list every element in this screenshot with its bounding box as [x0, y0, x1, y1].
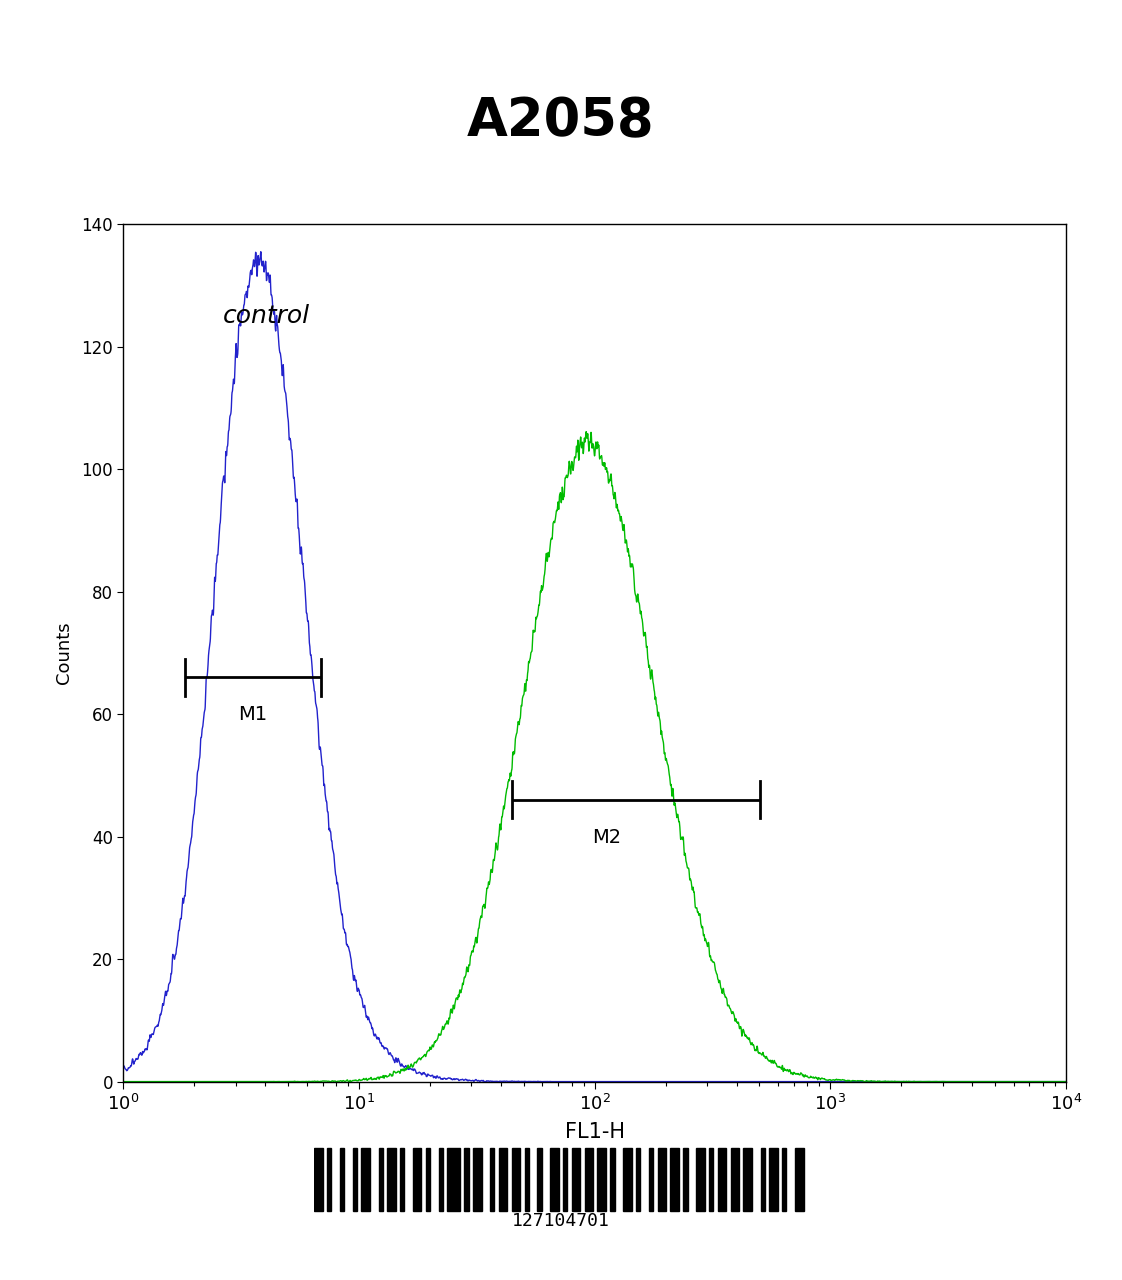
- Text: M1: M1: [239, 705, 267, 724]
- Bar: [448, 1148, 460, 1211]
- Bar: [730, 1148, 739, 1211]
- Bar: [401, 1148, 404, 1211]
- Bar: [649, 1148, 653, 1211]
- Bar: [490, 1148, 495, 1211]
- Bar: [473, 1148, 481, 1211]
- Bar: [636, 1148, 641, 1211]
- Bar: [610, 1148, 615, 1211]
- X-axis label: FL1-H: FL1-H: [564, 1121, 625, 1142]
- Bar: [439, 1148, 443, 1211]
- Bar: [657, 1148, 666, 1211]
- Bar: [550, 1148, 559, 1211]
- Text: M2: M2: [592, 828, 620, 846]
- Bar: [770, 1148, 778, 1211]
- Bar: [340, 1148, 344, 1211]
- Bar: [425, 1148, 430, 1211]
- Bar: [697, 1148, 705, 1211]
- Bar: [387, 1148, 396, 1211]
- Bar: [623, 1148, 632, 1211]
- Bar: [671, 1148, 679, 1211]
- Text: A2058: A2058: [467, 96, 655, 147]
- Bar: [327, 1148, 331, 1211]
- Bar: [361, 1148, 370, 1211]
- Bar: [761, 1148, 765, 1211]
- Bar: [683, 1148, 688, 1211]
- Bar: [585, 1148, 594, 1211]
- Bar: [352, 1148, 357, 1211]
- Bar: [413, 1148, 422, 1211]
- Bar: [524, 1148, 528, 1211]
- Bar: [378, 1148, 383, 1211]
- Bar: [572, 1148, 580, 1211]
- Bar: [782, 1148, 787, 1211]
- Y-axis label: Counts: Counts: [55, 622, 73, 684]
- Bar: [718, 1148, 726, 1211]
- Bar: [744, 1148, 752, 1211]
- Bar: [512, 1148, 521, 1211]
- Bar: [709, 1148, 714, 1211]
- Text: 127104701: 127104701: [512, 1211, 610, 1230]
- Text: control: control: [222, 303, 310, 328]
- Bar: [465, 1148, 469, 1211]
- Bar: [499, 1148, 507, 1211]
- Bar: [314, 1148, 323, 1211]
- Bar: [563, 1148, 568, 1211]
- Bar: [537, 1148, 542, 1211]
- Bar: [598, 1148, 606, 1211]
- Bar: [795, 1148, 803, 1211]
